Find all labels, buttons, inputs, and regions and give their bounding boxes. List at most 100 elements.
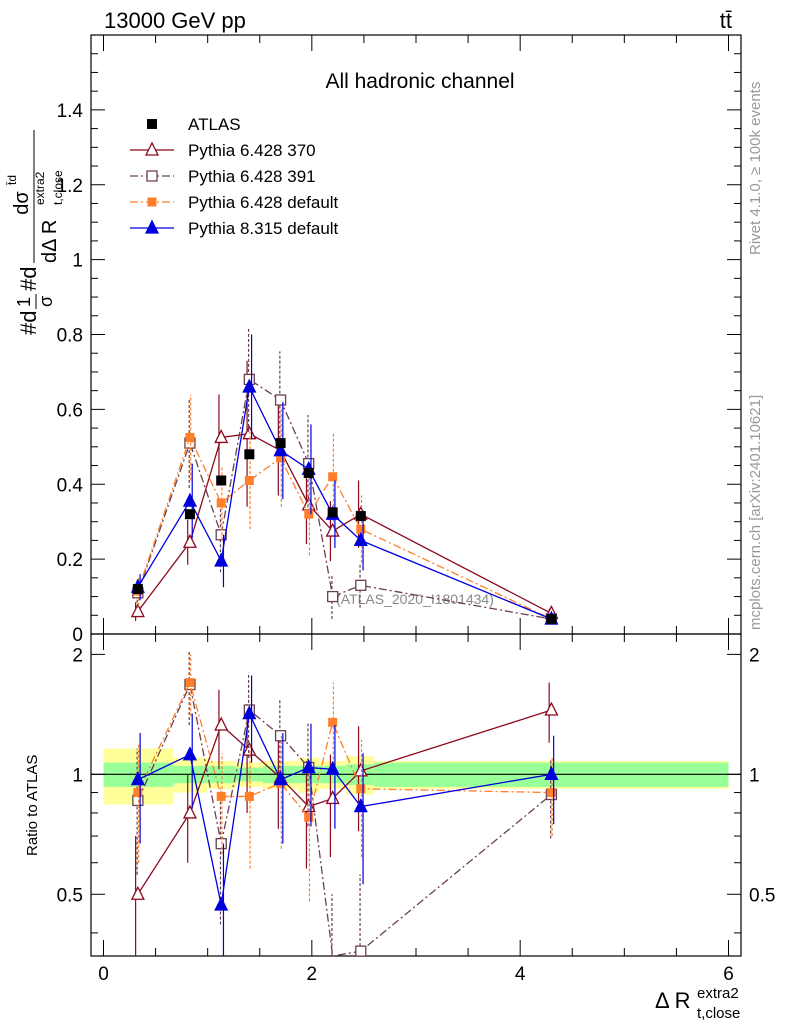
- series-point: [353, 531, 368, 547]
- y-label-part-2: #d: [16, 267, 41, 291]
- ratio-point: [304, 812, 314, 822]
- y-label-frac1-num: 1: [14, 297, 34, 307]
- series-point: [274, 394, 287, 406]
- ratio-point: [325, 789, 340, 805]
- y-tick-label: 0.6: [57, 400, 83, 421]
- atlas-data-point: [275, 438, 286, 449]
- ratio-tick-label-right: 2: [749, 645, 760, 666]
- x-axis-label: Δ R extra2 t,close: [655, 985, 740, 1022]
- x-tick-label: 6: [723, 964, 734, 985]
- atlas-data-point: [244, 449, 255, 460]
- ratio-tick-label-right: 0.5: [749, 885, 775, 906]
- series-point: [328, 472, 338, 482]
- series-point: [182, 492, 198, 507]
- atlas-data-point: [132, 584, 143, 595]
- x-label-sup: extra2: [697, 985, 739, 1002]
- y-label-frac2-den-sub: t,close: [51, 170, 65, 205]
- series-point: [130, 603, 145, 618]
- ratio-point: [273, 771, 288, 786]
- legend-label: Pythia 6.428 391: [188, 167, 316, 186]
- ratio-point: [215, 837, 227, 850]
- ratio-point: [244, 791, 254, 801]
- series-point: [214, 428, 229, 444]
- ratio-tick-label: 0.5: [57, 885, 83, 906]
- series-point: [182, 533, 198, 548]
- atlas-data-point: [546, 614, 557, 625]
- legend-marker: [146, 170, 158, 182]
- legend-label: Pythia 6.428 370: [188, 141, 316, 160]
- ratio-point: [216, 791, 226, 801]
- y-tick-label: 1: [72, 251, 83, 272]
- series-point: [244, 476, 254, 486]
- series-point: [215, 529, 227, 541]
- ratio-point: [214, 716, 229, 731]
- ratio-point: [353, 762, 368, 777]
- atlas-data-point: [303, 468, 314, 479]
- y-tick-label: 0.4: [57, 475, 84, 496]
- ratio-panel: 0 2 4 6 0.5 1 2 0.5 1 2: [57, 633, 775, 985]
- y-tick-label: 1.2: [57, 176, 83, 197]
- main-panel: 0 0.2 0.4 0.6 0.8 1 1.2 1.4 All hadronic channe…: [57, 34, 742, 646]
- ratio-tick-label: 1: [72, 765, 83, 786]
- ratio-point: [182, 804, 198, 819]
- chart-title: All hadronic channel: [325, 70, 514, 93]
- ratio-point: [546, 788, 556, 798]
- legend-marker: [144, 141, 160, 156]
- mcplots-label: mcplots.cern.ch [arXiv:2401.10621]: [747, 395, 764, 630]
- y-tick-label: 0: [72, 625, 83, 646]
- y-label-frac2-den-sup: extra2: [33, 171, 47, 205]
- rivet-version-label: Rivet 4.1.0, ≥ 100k events: [747, 82, 764, 255]
- x-tick-label: 4: [515, 964, 526, 985]
- x-label-sub: t,close: [697, 1005, 740, 1022]
- series-point: [273, 442, 288, 457]
- ratio-tick-label-right: 1: [749, 765, 760, 786]
- ratio-point: [214, 896, 229, 911]
- ratio-series-line: [137, 680, 552, 819]
- x-tick-label: 2: [307, 964, 318, 985]
- series-line: [137, 433, 552, 614]
- series-line: [137, 384, 552, 620]
- y-axis-label: #d 1 σ #d dσ t̄d dΔ R t,close extra2: [5, 130, 65, 335]
- ratio-point: [185, 678, 195, 688]
- y-label-part-1: #d: [16, 311, 41, 335]
- series-point: [325, 522, 340, 537]
- ratio-series-line: [137, 682, 552, 957]
- ratio-point: [242, 705, 257, 720]
- process-label: tt̄: [720, 8, 732, 33]
- ratio-series-line: [137, 711, 552, 906]
- x-label-main: Δ R: [655, 988, 690, 1013]
- ratio-point: [544, 765, 559, 780]
- y-label-frac1-den: σ: [36, 296, 56, 307]
- x-tick-label: 0: [98, 964, 109, 985]
- series-point: [242, 425, 257, 440]
- atlas-data-point: [327, 507, 338, 518]
- ratio-point: [544, 701, 559, 716]
- series-line: [137, 378, 552, 620]
- ratio-point: [242, 741, 257, 756]
- analysis-watermark: (ATLAS_2020_I1801434): [336, 591, 494, 607]
- legend-marker: [147, 197, 157, 207]
- atlas-data-point: [355, 511, 366, 522]
- ratio-point: [133, 788, 143, 798]
- y-tick-label: 1.4: [57, 101, 84, 122]
- y-tick-label: 0.2: [57, 550, 83, 571]
- series-point: [327, 590, 339, 603]
- ratio-point: [274, 730, 287, 742]
- atlas-data-point: [184, 509, 195, 520]
- ratio-point: [130, 885, 145, 900]
- y-label-frac2-den: dΔ R: [39, 220, 61, 263]
- ratio-point: [130, 771, 145, 786]
- series-point: [185, 432, 195, 442]
- legend-label-atlas: ATLAS: [188, 115, 241, 134]
- legend: ATLAS Pythia 6.428 370 Pythia 6.428 391 Pyt…: [130, 115, 339, 238]
- collision-energy-label: 13000 GeV pp: [104, 8, 246, 33]
- ratio-point: [328, 717, 338, 727]
- series-point: [216, 498, 226, 508]
- ratio-point: [353, 798, 368, 813]
- ratio-y-label: Ratio to ATLAS: [24, 755, 41, 856]
- y-label-frac2-num-sup: t̄d: [5, 175, 19, 185]
- legend-marker: [144, 219, 160, 234]
- series-point: [214, 552, 229, 567]
- ratio-point: [356, 784, 366, 794]
